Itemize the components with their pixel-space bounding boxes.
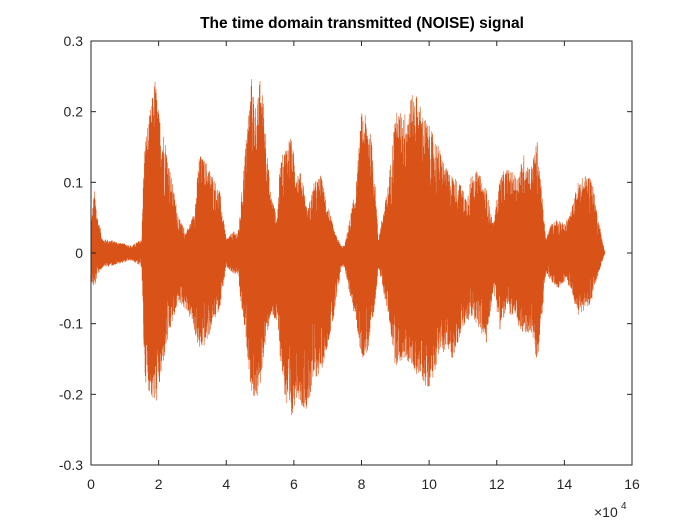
y-tick-label: 0.3 bbox=[64, 33, 84, 49]
y-tick-label: 0.1 bbox=[64, 174, 84, 190]
y-tick-label: -0.3 bbox=[59, 457, 83, 473]
y-tick-label: 0 bbox=[75, 245, 83, 261]
y-axis-ticks: 0.3 0.2 0.1 0 -0.1 -0.2 -0.3 bbox=[59, 33, 632, 473]
x-tick-label: 16 bbox=[624, 476, 640, 492]
x-tick-label: 2 bbox=[155, 476, 163, 492]
x-exponent-base: ×10 bbox=[594, 504, 618, 520]
y-tick-label: 0.2 bbox=[64, 104, 84, 120]
x-tick-label: 10 bbox=[421, 476, 437, 492]
signal-layer bbox=[90, 79, 606, 416]
chart-title: The time domain transmitted (NOISE) sign… bbox=[200, 15, 524, 32]
x-exponent-power: 4 bbox=[621, 501, 627, 512]
x-axis-ticks: 0 2 4 6 8 10 12 14 16 bbox=[87, 41, 640, 492]
x-tick-label: 6 bbox=[290, 476, 298, 492]
y-tick-label: -0.1 bbox=[59, 316, 83, 332]
y-tick-label: -0.2 bbox=[59, 386, 83, 402]
x-tick-label: 4 bbox=[222, 476, 230, 492]
signal-line bbox=[90, 79, 606, 416]
x-tick-label: 14 bbox=[557, 476, 573, 492]
x-tick-label: 8 bbox=[358, 476, 366, 492]
x-tick-label: 0 bbox=[87, 476, 95, 492]
x-tick-label: 12 bbox=[489, 476, 505, 492]
x-axis-exponent-label: ×10 4 bbox=[594, 501, 627, 520]
